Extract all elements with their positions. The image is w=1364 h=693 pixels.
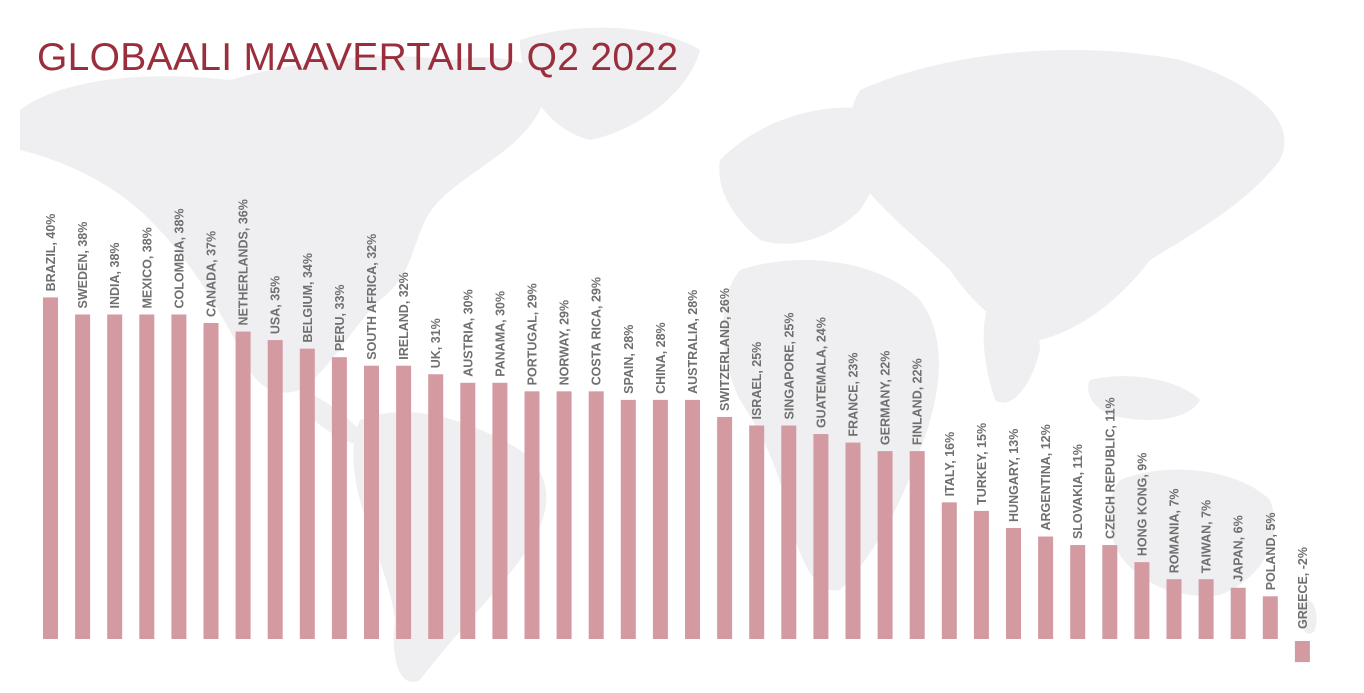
bar-japan [1230, 587, 1246, 639]
bar-guatemala [813, 434, 829, 639]
bar-label-japan: JAPAN, 6% [1232, 515, 1246, 581]
bar-romania [1166, 579, 1182, 639]
bar-label-sweden: SWEDEN, 38% [76, 222, 90, 309]
bar-australia [685, 399, 700, 639]
bar-label-china: CHINA, 28% [654, 322, 668, 394]
bar-china [652, 399, 668, 639]
bar-switzerland [717, 416, 733, 639]
bar-label-mexico: MEXICO, 38% [140, 227, 154, 308]
bar-label-greece: GREECE, -2% [1296, 547, 1310, 629]
bar-label-singapore: SINGAPORE, 25% [782, 313, 796, 420]
bar-belgium [299, 348, 315, 639]
bar-ireland [396, 365, 412, 639]
bar-label-norway: NORWAY, 29% [558, 300, 572, 385]
bar-turkey [973, 510, 989, 639]
bar-sweden [75, 314, 91, 639]
bar-label-romania: ROMANIA, 7% [1168, 488, 1182, 573]
bar-label-australia: AUSTRALIA, 28% [686, 290, 700, 394]
bar-label-italy: ITALY, 16% [943, 432, 957, 497]
bar-label-belgium: BELGIUM, 34% [301, 253, 315, 343]
bar-slovakia [1070, 545, 1086, 639]
bar-label-netherlands: NETHERLANDS, 36% [237, 199, 251, 325]
bar-label-czech-republic: CZECH REPUBLIC, 11% [1103, 397, 1117, 539]
bar-austria [460, 382, 476, 639]
bar-south-africa [364, 365, 379, 639]
bar-label-austria: AUSTRIA, 30% [461, 289, 475, 377]
bar-mexico [139, 314, 155, 639]
bar-brazil [43, 297, 58, 639]
bar-label-uk: UK, 31% [429, 318, 443, 368]
bar-label-guatemala: GUATEMALA, 24% [814, 317, 828, 428]
bar-label-portugal: PORTUGAL, 29% [526, 283, 540, 385]
bar-label-costa-rica: COSTA RICA, 29% [590, 277, 604, 385]
bar-italy [941, 502, 957, 639]
bar-label-hungary: HUNGARY, 13% [1007, 429, 1021, 522]
bar-label-spain: SPAIN, 28% [622, 325, 636, 394]
bar-label-france: FRANCE, 23% [847, 353, 861, 437]
bar-spain [620, 399, 636, 639]
bar-poland [1262, 596, 1278, 639]
bar-hungary [1006, 527, 1021, 639]
bar-norway [556, 391, 572, 639]
bar-germany [877, 451, 893, 639]
page-title: GLOBAALI MAAVERTAILU Q2 2022 [37, 36, 679, 79]
bar-label-turkey: TURKEY, 15% [975, 423, 989, 505]
bar-panama [492, 382, 508, 639]
bar-label-switzerland: SWITZERLAND, 26% [718, 288, 732, 411]
bar-singapore [781, 425, 797, 639]
bar-label-poland: POLAND, 5% [1264, 513, 1278, 591]
bar-label-germany: GERMANY, 22% [879, 351, 893, 445]
bar-france [845, 442, 861, 639]
bar-costa-rica [588, 391, 604, 639]
bar-label-finland: FINLAND, 22% [911, 358, 925, 445]
bar-label-india: INDIA, 38% [108, 242, 122, 308]
bar-india [107, 314, 123, 639]
bar-label-slovakia: SLOVAKIA, 11% [1071, 444, 1085, 539]
bar-label-south-africa: SOUTH AFRICA, 32% [365, 234, 379, 360]
bar-taiwan [1198, 579, 1214, 639]
bar-hong-kong [1134, 562, 1150, 639]
bar-label-usa: USA, 35% [269, 276, 283, 334]
bar-finland [909, 451, 925, 639]
bar-greece [1294, 641, 1310, 663]
bar-label-peru: PERU, 33% [333, 284, 347, 351]
bar-label-argentina: ARGENTINA, 12% [1039, 424, 1053, 530]
bar-czech-republic [1102, 545, 1118, 639]
bar-label-ireland: IRELAND, 32% [397, 272, 411, 360]
bar-colombia [171, 314, 187, 639]
bar-usa [267, 340, 283, 639]
bar-label-taiwan: TAIWAN, 7% [1200, 500, 1214, 573]
bar-label-israel: ISRAEL, 25% [750, 342, 764, 420]
bar-peru [331, 357, 347, 639]
bar-netherlands [235, 331, 251, 639]
bar-label-brazil: BRAZIL, 40% [44, 214, 58, 292]
bar-label-colombia: COLOMBIA, 38% [172, 208, 186, 308]
bar-label-hong-kong: HONG KONG, 9% [1135, 453, 1149, 557]
bar-portugal [524, 391, 540, 639]
bar-uk [428, 374, 444, 639]
bar-label-canada: CANADA, 37% [205, 231, 219, 317]
bar-canada [203, 323, 219, 639]
bar-argentina [1038, 536, 1054, 639]
bar-label-panama: PANAMA, 30% [493, 291, 507, 377]
bar-israel [749, 425, 765, 639]
